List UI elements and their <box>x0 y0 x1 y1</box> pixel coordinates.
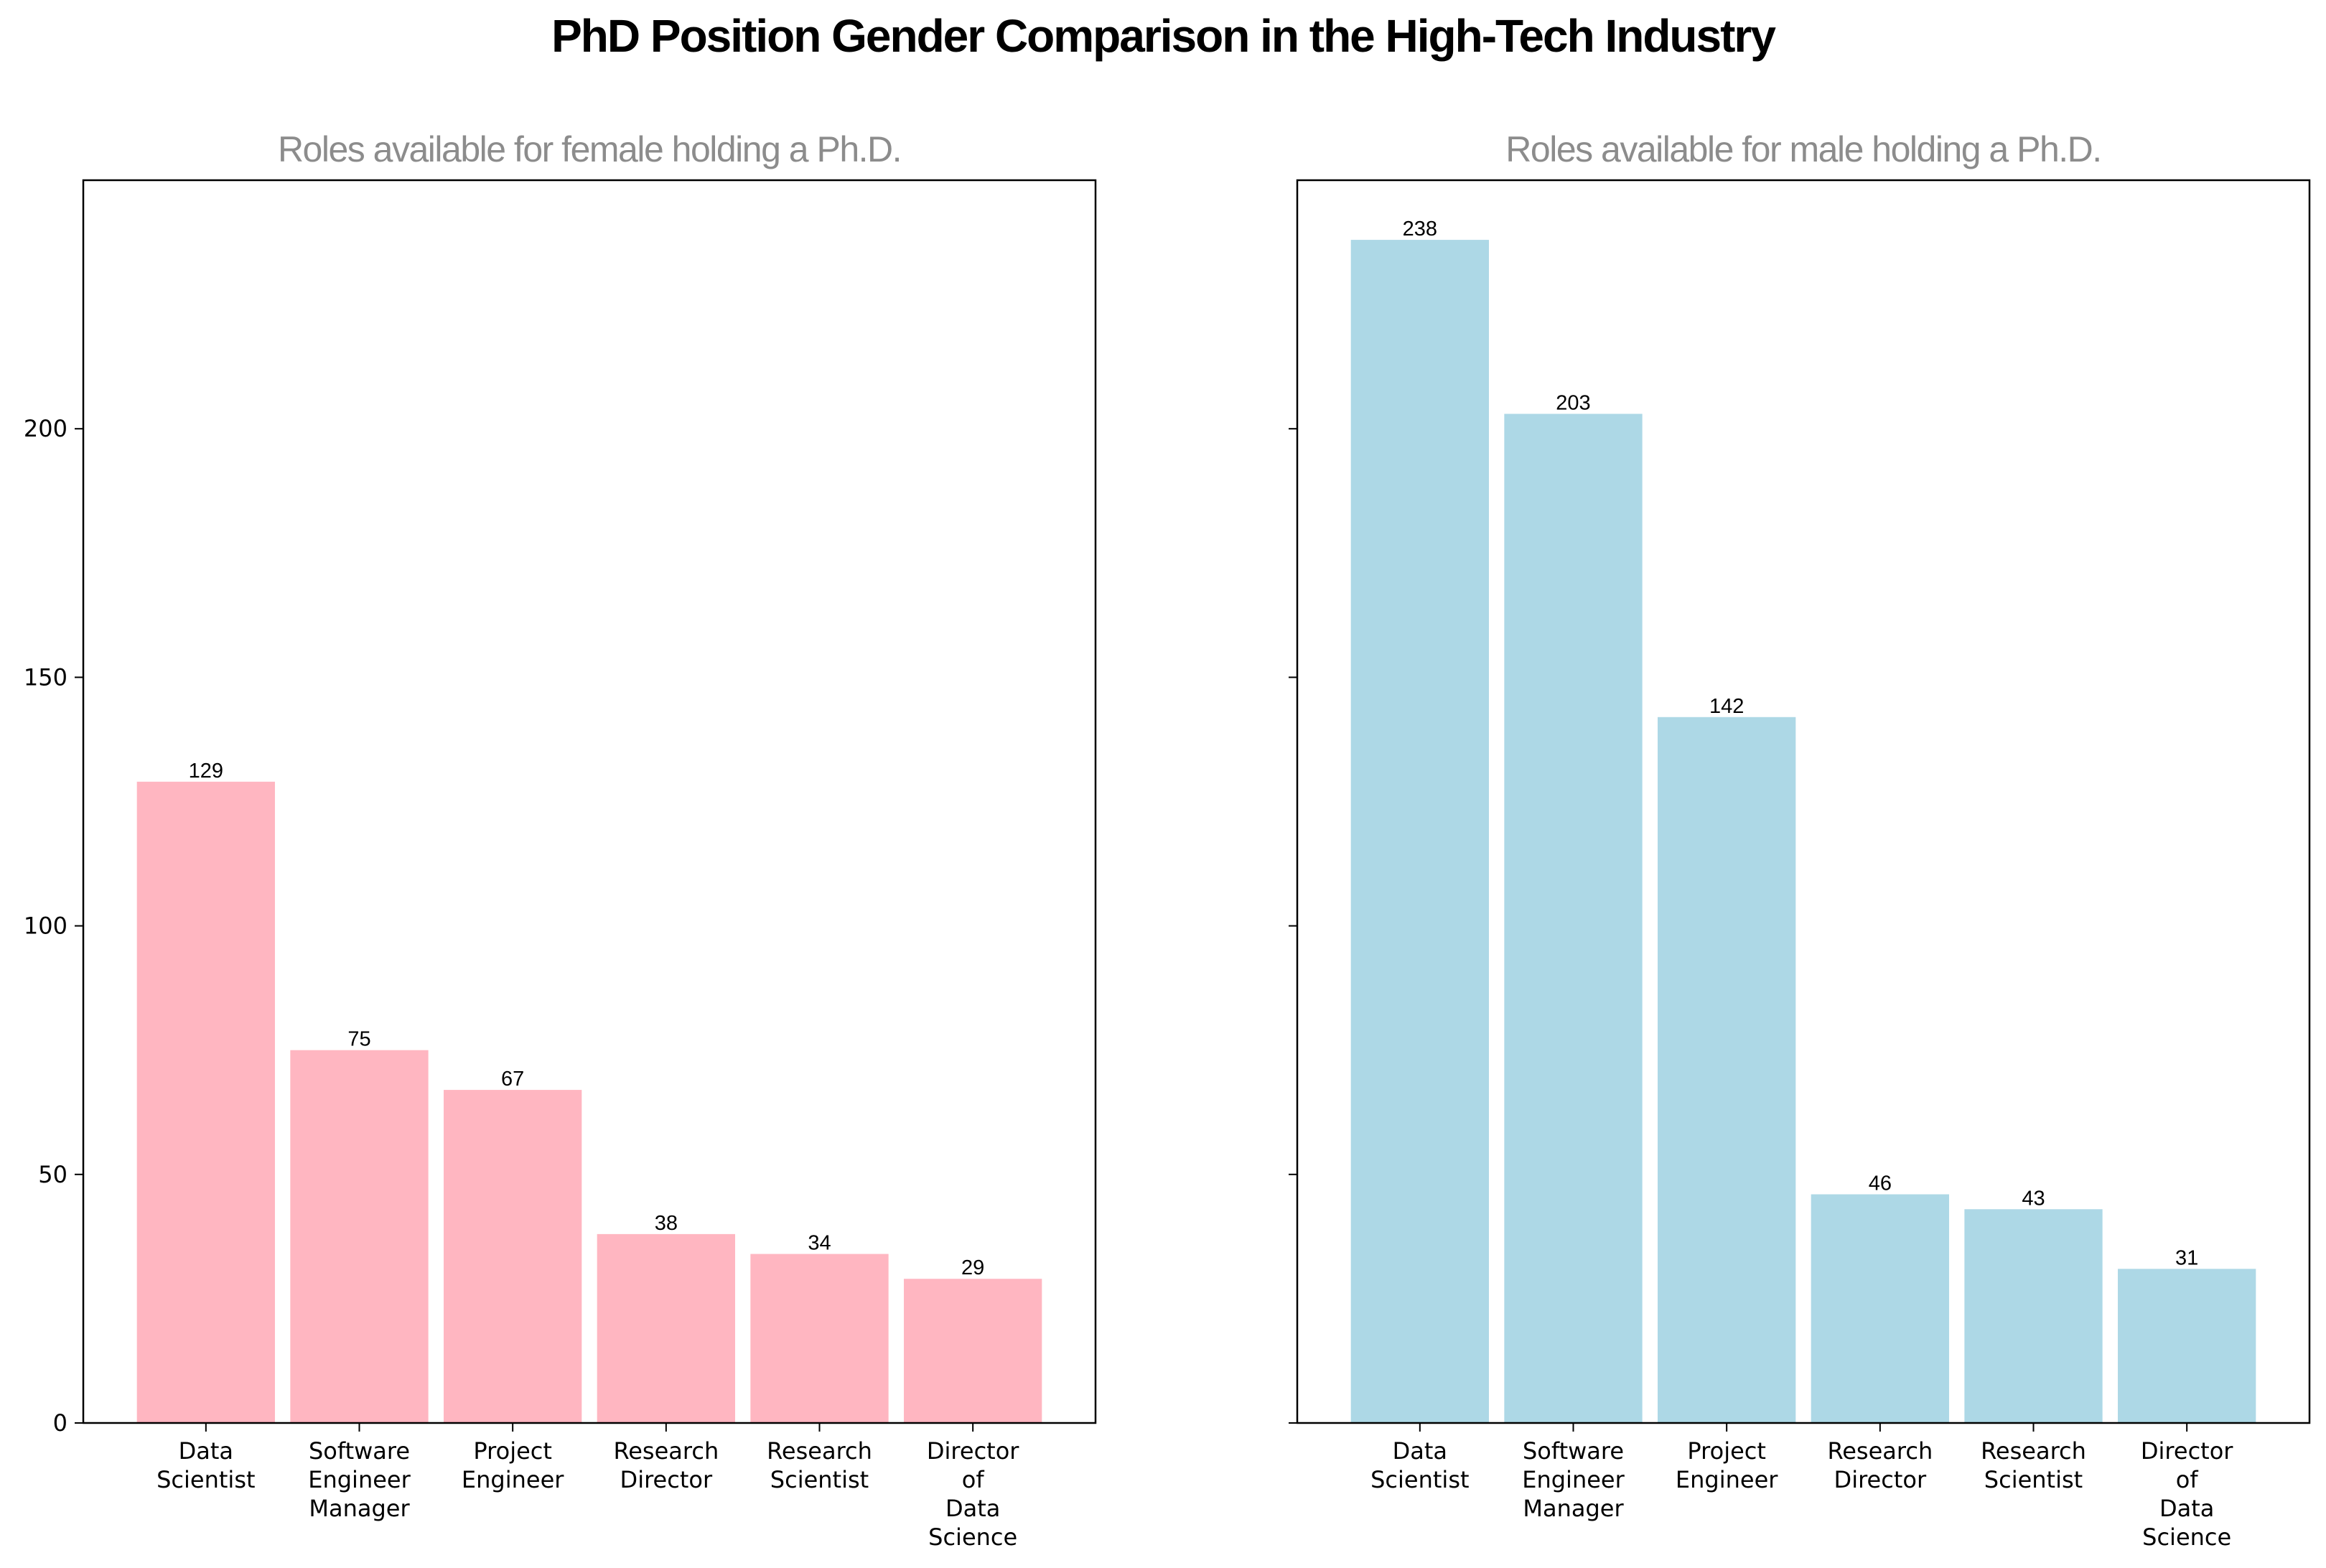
x-tick-label: Director of Data Science <box>2141 1437 2233 1551</box>
y-tick-label: 150 <box>24 663 67 691</box>
data-label: 238 <box>1403 218 1437 241</box>
x-tick-label: Project Engineer <box>1676 1437 1778 1493</box>
bar <box>1964 1209 2103 1423</box>
data-label: 67 <box>501 1068 524 1091</box>
x-tick-label: Software Engineer Manager <box>1522 1437 1625 1522</box>
data-label: 142 <box>1709 695 1744 718</box>
data-label: 38 <box>655 1212 678 1235</box>
data-label: 129 <box>189 760 223 783</box>
chart-panel-male: Roles available for male holding a Ph.D.… <box>1289 129 2311 1551</box>
data-label: 203 <box>1556 391 1590 414</box>
bar <box>597 1233 735 1423</box>
axes-frame <box>1296 179 2311 1424</box>
x-tick-label: Data Scientist <box>1370 1437 1469 1493</box>
axes-frame <box>82 179 1097 1424</box>
y-tick-label: 100 <box>24 913 67 940</box>
bar <box>136 781 275 1423</box>
y-tick-label: 200 <box>24 415 67 442</box>
x-tick-label: Research Scientist <box>767 1437 872 1493</box>
x-tick-label: Research Director <box>1827 1437 1933 1493</box>
data-label: 34 <box>808 1232 831 1255</box>
data-label: 31 <box>2175 1246 2198 1269</box>
x-tick-label: Research Scientist <box>1981 1437 2086 1493</box>
figure-title: PhD Position Gender Comparison in the Hi… <box>551 10 1776 62</box>
x-tick-label: Data Scientist <box>157 1437 255 1493</box>
bar <box>444 1090 582 1423</box>
data-label: 29 <box>961 1256 984 1279</box>
subplot-title: Roles available for male holding a Ph.D. <box>1505 129 2101 169</box>
subplot-title: Roles available for female holding a Ph.… <box>278 129 901 169</box>
x-tick-label: Research Director <box>613 1437 719 1493</box>
bar <box>1811 1194 1949 1423</box>
x-tick-label: Project Engineer <box>462 1437 564 1493</box>
bar <box>1350 240 1489 1423</box>
x-tick-label: Director of Data Science <box>927 1437 1019 1551</box>
x-tick-label: Software Engineer Manager <box>308 1437 411 1522</box>
y-tick-label: 0 <box>53 1409 67 1437</box>
bar <box>1504 414 1643 1423</box>
y-tick-label: 50 <box>38 1161 67 1188</box>
bar <box>750 1254 889 1423</box>
bar <box>904 1279 1042 1423</box>
data-label: 75 <box>347 1028 370 1051</box>
data-label: 43 <box>2022 1187 2045 1210</box>
data-label: 46 <box>1869 1172 1892 1195</box>
bar <box>2118 1269 2256 1423</box>
bar <box>290 1050 429 1423</box>
bar <box>1658 717 1796 1423</box>
chart-panel-female: Roles available for female holding a Ph.… <box>24 129 1097 1551</box>
